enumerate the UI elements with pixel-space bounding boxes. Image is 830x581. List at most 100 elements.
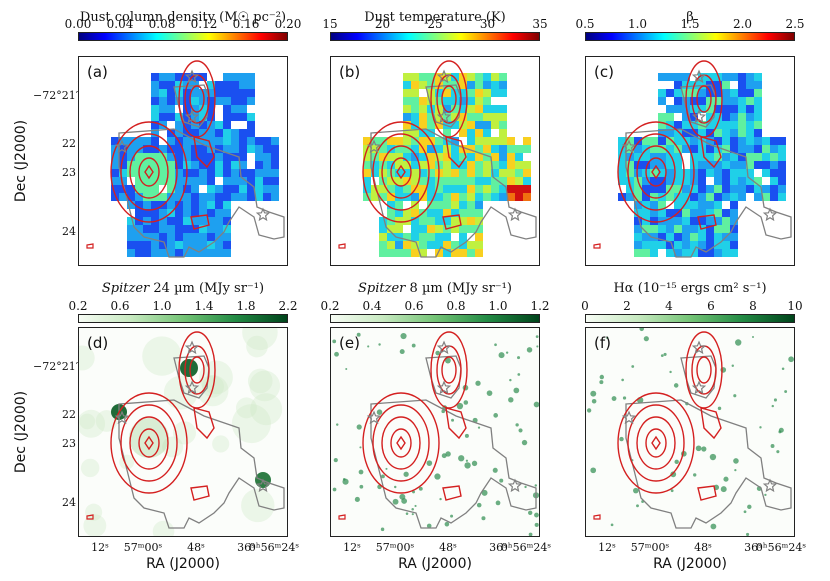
map-pixel [427, 185, 435, 193]
red-contour [645, 428, 667, 458]
map-pixel [515, 145, 523, 153]
point-source [670, 489, 674, 493]
map-pixel [151, 97, 159, 105]
map-pixel [754, 113, 762, 121]
map-pixel [419, 81, 427, 89]
red-contour [189, 356, 205, 384]
point-source [451, 418, 455, 422]
map-pixel [658, 225, 666, 233]
map-pixel [682, 169, 690, 177]
map-pixel [231, 145, 239, 153]
point-source [695, 445, 702, 452]
map-pixel [143, 201, 151, 209]
point-source [733, 394, 737, 398]
point-source [354, 496, 360, 503]
point-source [445, 451, 451, 457]
map-pixel [247, 113, 255, 121]
point-source [414, 504, 417, 508]
map-pixel [223, 105, 231, 113]
map-pixel [223, 121, 231, 129]
map-pixel [459, 249, 467, 257]
map-pixel [730, 137, 738, 145]
map-pixel [618, 153, 626, 161]
colorbar-greens [585, 314, 795, 323]
panel-c: (c) [585, 56, 795, 266]
map-pixel [435, 241, 443, 249]
map-pixel [674, 241, 682, 249]
point-source [674, 459, 679, 465]
map-pixel [427, 201, 435, 209]
map-pixel [698, 161, 706, 169]
map-pixel [255, 153, 263, 161]
map-pixel [674, 233, 682, 241]
map-pixel [690, 89, 698, 97]
map-pixel [714, 241, 722, 249]
y-tick-label: 22 [62, 137, 76, 150]
point-source [481, 516, 486, 521]
map-pixel [443, 177, 451, 185]
map-pixel [658, 97, 666, 105]
map-pixel [706, 113, 714, 121]
x-tick-label: 0ʰ56ᵐ24ˢ [248, 541, 300, 554]
point-source [771, 404, 774, 408]
map-pixel [491, 193, 499, 201]
map-pixel [223, 241, 231, 249]
map-pixel [698, 249, 706, 257]
red-contour [627, 133, 685, 211]
map-pixel [231, 89, 239, 97]
map-pixel [642, 137, 650, 145]
star-icon [691, 340, 707, 355]
map-pixel [483, 145, 491, 153]
map-pixel [499, 137, 507, 145]
red-contour [696, 85, 712, 113]
map-pixel [618, 177, 626, 185]
map-pixel [475, 209, 483, 217]
point-source [508, 397, 514, 403]
map-pixel [459, 89, 467, 97]
point-source [513, 387, 520, 394]
point-source [622, 396, 627, 400]
map-pixel [199, 217, 207, 225]
map-pixel [363, 153, 371, 161]
map-pixel [674, 89, 682, 97]
map-pixel [730, 145, 738, 153]
map-pixel [199, 241, 207, 249]
map-pixel [722, 193, 730, 201]
map-pixel [183, 145, 191, 153]
map-pixel [191, 217, 199, 225]
point-source [524, 485, 527, 489]
point-source [212, 435, 230, 453]
map-pixel [682, 73, 690, 81]
point-source [518, 428, 523, 433]
map-pixel [443, 169, 451, 177]
map-pixel [411, 81, 419, 89]
map-pixel [263, 169, 271, 177]
red-contour [617, 121, 695, 223]
map-pixel [666, 169, 674, 177]
point-source [747, 504, 752, 510]
map-pixel [714, 193, 722, 201]
map-pixel [642, 249, 650, 257]
map-pixel [419, 161, 427, 169]
map-pixel [363, 169, 371, 177]
red-contour [144, 164, 154, 180]
map-pixel [159, 177, 167, 185]
map-pixel [159, 145, 167, 153]
map-pixel [183, 73, 191, 81]
map-pixel [435, 73, 443, 81]
map-pixel [467, 121, 475, 129]
map-pixel [215, 217, 223, 225]
map-pixel [666, 209, 674, 217]
point-source [517, 356, 521, 360]
colorbar-tick-label: 35 [532, 17, 548, 31]
panel-e: (e) [330, 327, 540, 537]
map-pixel [618, 169, 626, 177]
map-pixel [690, 185, 698, 193]
map-pixel [650, 161, 658, 169]
map-pixel [435, 225, 443, 233]
map-pixel [459, 129, 467, 137]
map-pixel [642, 153, 650, 161]
map-pixel [255, 177, 263, 185]
map-pixel [642, 193, 650, 201]
red-contour [697, 214, 717, 230]
